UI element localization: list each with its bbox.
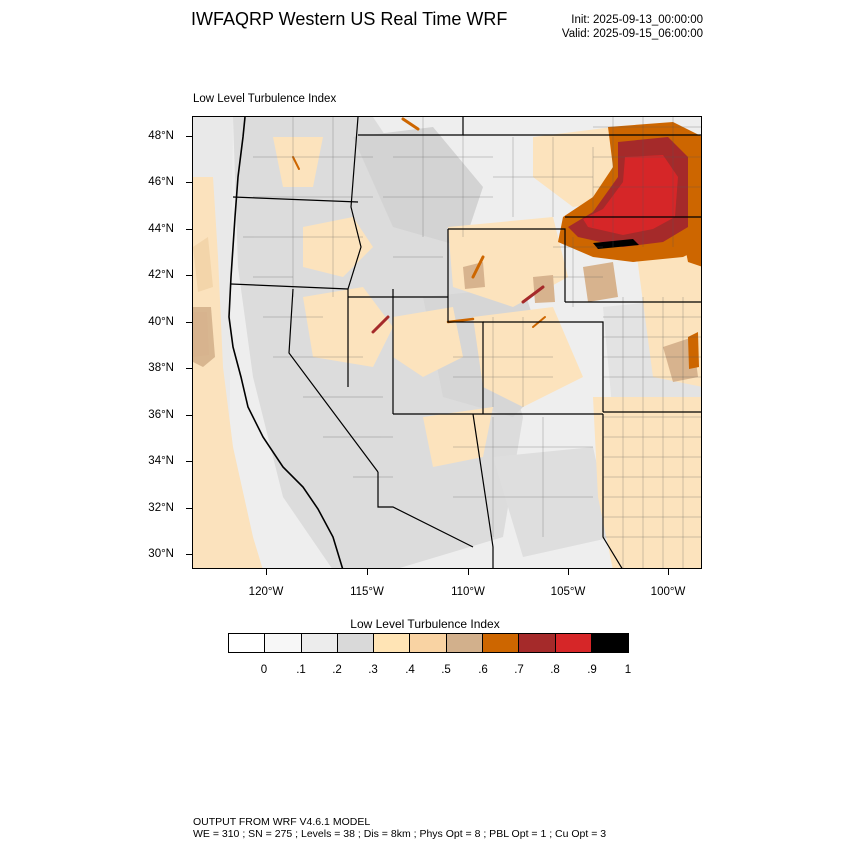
- colorbar-box: [446, 634, 484, 652]
- lat-tick: [186, 508, 192, 509]
- page-title: IWFAQRP Western US Real Time WRF: [191, 9, 508, 29]
- colorbar-box: [337, 634, 375, 652]
- model-config: WE = 310 ; SN = 275 ; Levels = 38 ; Dis …: [193, 828, 607, 840]
- lon-label-100: 100°W: [650, 586, 686, 598]
- high-index-area: [558, 122, 701, 369]
- colorbar-label: .8: [550, 664, 560, 676]
- lat-tick: [186, 554, 192, 555]
- lat-label-34: 34°N: [148, 455, 174, 467]
- lon-label-110: 110°W: [451, 586, 485, 598]
- init-time: Init: 2025-09-13_00:00:00: [571, 14, 703, 26]
- lat-label-42: 42°N: [148, 269, 174, 281]
- lon-tick: [668, 569, 669, 575]
- colorbar-box: [519, 634, 556, 652]
- lat-label-48: 48°N: [148, 130, 174, 142]
- colorbar-box: [229, 634, 266, 652]
- colorbar-label: .2: [332, 664, 342, 676]
- lon-tick: [468, 569, 469, 575]
- lat-tick: [186, 182, 192, 183]
- lon-label-105: 105°W: [550, 586, 586, 598]
- colorbar-label: .6: [478, 664, 488, 676]
- colorbar-label: .4: [405, 664, 415, 676]
- lat-label-30: 30°N: [148, 548, 174, 560]
- lon-tick: [266, 569, 267, 575]
- colorbar-box: [301, 634, 338, 652]
- valid-time: Valid: 2025-09-15_06:00:00: [561, 28, 703, 40]
- lat-label-32: 32°N: [148, 502, 174, 514]
- colorbar-label: .3: [368, 664, 378, 676]
- colorbar-title: Low Level Turbulence Index: [350, 617, 500, 631]
- lat-label-38: 38°N: [148, 362, 174, 374]
- turbulence-map: [192, 116, 702, 569]
- lat-tick: [186, 275, 192, 276]
- colorbar-box: [591, 634, 629, 652]
- lat-tick: [186, 461, 192, 462]
- colorbar-box: [410, 634, 447, 652]
- lat-tick: [186, 322, 192, 323]
- lon-tick: [568, 569, 569, 575]
- colorbar-box: [374, 634, 411, 652]
- state-borders: [230, 117, 701, 568]
- map-subtitle: Low Level Turbulence Index: [193, 93, 337, 105]
- lat-tick: [186, 136, 192, 137]
- colorbar-box: [555, 634, 592, 652]
- lat-tick: [186, 368, 192, 369]
- colorbar-label: .1: [296, 664, 306, 676]
- colorbar-label: 1: [624, 664, 632, 676]
- lat-tick: [186, 229, 192, 230]
- lon-label-120: 120°W: [248, 586, 284, 598]
- colorbar-box: [265, 634, 302, 652]
- lat-label-36: 36°N: [148, 409, 174, 421]
- lat-tick: [186, 415, 192, 416]
- colorbar-label: 0: [260, 664, 268, 676]
- colorbar-label: .5: [441, 664, 451, 676]
- colorbar-label: .9: [587, 664, 597, 676]
- colorbar-box: [483, 634, 520, 652]
- lat-label-40: 40°N: [148, 316, 174, 328]
- colorbar-label: .7: [514, 664, 524, 676]
- lon-tick: [367, 569, 368, 575]
- map-canvas: [193, 117, 701, 568]
- lat-label-46: 46°N: [148, 176, 174, 188]
- lat-label-44: 44°N: [148, 223, 174, 235]
- mountain-streaks: [292, 117, 546, 334]
- model-info: OUTPUT FROM WRF V4.6.1 MODEL: [193, 816, 371, 828]
- lon-label-115: 115°W: [350, 586, 384, 598]
- colorbar: [228, 633, 630, 653]
